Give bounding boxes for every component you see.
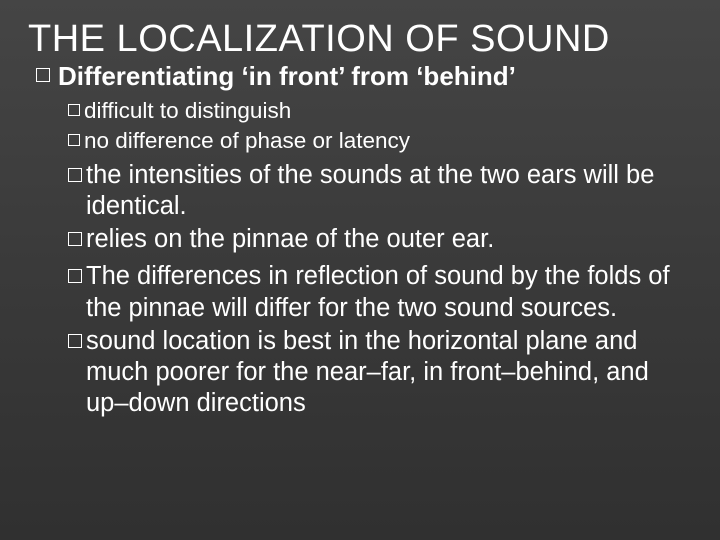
square-bullet-icon (68, 269, 82, 283)
square-bullet-icon (68, 104, 80, 116)
bullet-l2: The differences in reflection of sound b… (68, 261, 692, 323)
bullet-l1: Differentiating ‘in front’ from ‘behind’ (36, 61, 692, 92)
square-bullet-icon (68, 334, 82, 348)
bullet-l2: the intensities of the sounds at the two… (68, 160, 692, 222)
bullet-l2-text: relies on the pinnae of the outer ear. (86, 224, 494, 255)
bullet-l2: relies on the pinnae of the outer ear. (68, 224, 692, 255)
bullet-l2: difficult to distinguish (68, 97, 692, 124)
slide-title: THE LOCALIZATION OF SOUND (28, 18, 692, 61)
bullet-l2-text: no difference of phase or latency (84, 127, 410, 154)
bullet-l2: no difference of phase or latency (68, 127, 692, 154)
bullet-l2-text: the intensities of the sounds at the two… (86, 160, 692, 222)
square-bullet-icon (36, 68, 50, 82)
bullet-l2: sound location is best in the horizontal… (68, 326, 692, 419)
square-bullet-icon (68, 168, 82, 182)
square-bullet-icon (68, 134, 80, 146)
bullet-l1-text: Differentiating ‘in front’ from ‘behind’ (58, 61, 516, 92)
bullet-l2-text: The differences in reflection of sound b… (86, 261, 692, 323)
bullet-l2-text: sound location is best in the horizontal… (86, 326, 692, 419)
square-bullet-icon (68, 232, 82, 246)
slide: THE LOCALIZATION OF SOUND Differentiatin… (0, 0, 720, 540)
bullet-l2-text: difficult to distinguish (84, 97, 291, 124)
